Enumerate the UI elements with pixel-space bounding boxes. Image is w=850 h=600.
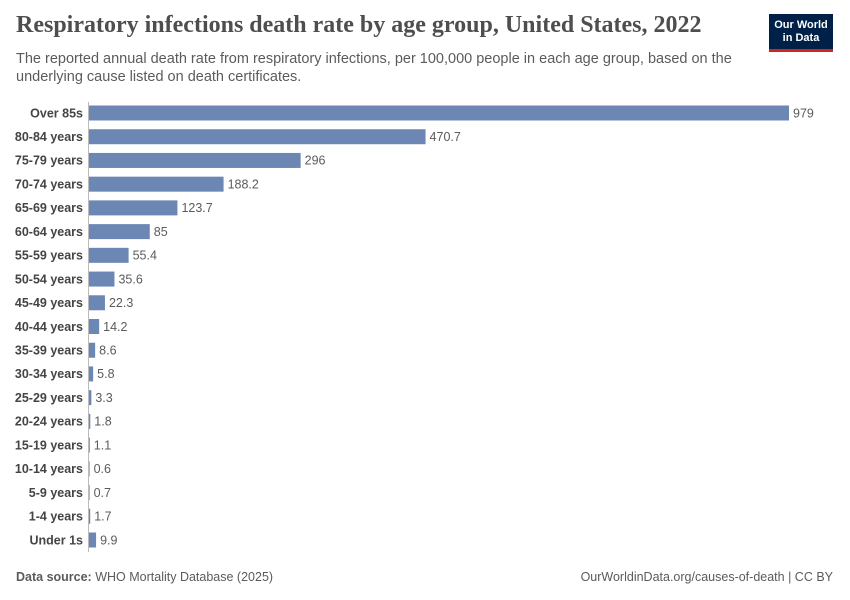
value-label: 14.2 [103,320,127,334]
y-tick-label: Under 1s [30,533,84,547]
value-label: 1.1 [94,438,111,452]
bar [89,271,115,287]
bar [89,366,94,382]
bar [89,200,178,216]
y-tick-label: 80-84 years [15,130,83,144]
bar [89,129,426,145]
value-label: 188.2 [228,177,259,191]
value-label: 35.6 [118,272,142,286]
y-tick-label: 5-9 years [29,486,83,500]
y-tick-label: 25-29 years [15,391,83,405]
y-tick-label: 1-4 years [29,510,83,524]
value-label: 296 [305,154,326,168]
bar [89,532,97,548]
value-label: 8.6 [99,344,116,358]
value-label: 85 [154,225,168,239]
y-tick-label: 75-79 years [15,154,83,168]
bar [89,247,129,263]
value-label: 470.7 [430,130,461,144]
logo[interactable]: Our World in Data [769,14,833,52]
y-tick-label: Over 85s [30,106,83,120]
logo-line: in Data [782,31,820,44]
bar [89,295,105,311]
value-label: 5.8 [97,367,114,381]
chart-title: Respiratory infections death rate by age… [16,12,702,38]
bar [89,224,150,240]
value-label: 1.8 [94,415,111,429]
y-tick-label: 50-54 years [15,272,83,286]
source-label: Data source: [16,570,92,584]
value-label: 0.7 [94,486,111,500]
y-tick-label: 10-14 years [15,462,83,476]
bar [89,485,90,501]
value-label: 55.4 [133,249,157,263]
bar [89,508,91,524]
y-tick-label: 65-69 years [15,201,83,215]
value-label: 3.3 [95,391,112,405]
value-label: 9.9 [100,533,117,547]
source: Data source: WHO Mortality Database (202… [16,570,273,584]
bar [89,152,301,168]
value-label: 979 [793,106,814,120]
value-label: 123.7 [181,201,212,215]
logo-line: Our World [774,19,828,31]
y-tick-label: 60-64 years [15,225,83,239]
y-tick-label: 70-74 years [15,177,83,191]
value-label: 0.6 [94,462,111,476]
bar [89,413,91,429]
y-tick-label: 15-19 years [15,438,83,452]
bar [89,461,90,477]
y-tick-label: 35-39 years [15,344,83,358]
url-note[interactable]: OurWorldinData.org/causes-of-death | CC … [580,570,833,584]
bar [89,319,100,334]
bar [89,176,224,192]
y-tick-label: 30-34 years [15,367,83,381]
source-text: WHO Mortality Database (2025) [95,570,274,584]
bar [89,390,92,406]
value-label: 22.3 [109,296,133,310]
value-label: 1.7 [94,510,111,524]
bar [89,342,96,358]
y-tick-label: 45-49 years [15,296,83,310]
y-tick-label: 40-44 years [15,320,83,334]
bar [89,437,90,453]
bar [89,105,789,121]
chart-subtitle: The reported annual death rate from resp… [16,51,732,85]
y-tick-label: 55-59 years [15,249,83,263]
y-tick-label: 20-24 years [15,415,83,429]
